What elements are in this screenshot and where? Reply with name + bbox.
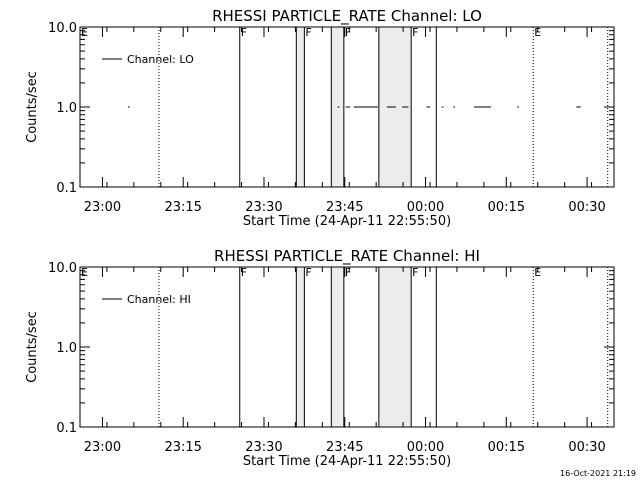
- y-tick-label: 0.1: [56, 421, 77, 436]
- y-tick-label: 10.0: [48, 21, 77, 36]
- y-tick-label: 1.0: [56, 341, 77, 356]
- event-marker-label: F: [241, 266, 247, 279]
- y-axis-label: Counts/sec: [25, 71, 40, 143]
- event-marker-label: E: [81, 26, 88, 39]
- shaded-interval: [378, 267, 412, 427]
- x-axis-label: Start Time (24-Apr-11 22:55:50): [243, 214, 451, 229]
- x-tick-label: 23:15: [164, 440, 201, 455]
- legend-label: Channel: LO: [127, 53, 194, 66]
- y-tick-label: 0.1: [56, 181, 77, 196]
- footer-timestamp: 16-Oct-2021 21:19: [560, 469, 636, 478]
- chart-title: RHESSI PARTICLE_RATE Channel: LO: [212, 7, 482, 26]
- x-tick-label: 23:45: [326, 440, 363, 455]
- legend-label: Channel: HI: [127, 293, 191, 306]
- y-axis-label: Counts/sec: [25, 311, 40, 383]
- event-marker-label: E: [534, 26, 541, 39]
- x-axis-label: Start Time (24-Apr-11 22:55:50): [243, 454, 451, 469]
- event-marker-label: F: [412, 266, 418, 279]
- x-tick-label: 23:30: [245, 440, 282, 455]
- x-tick-label: 00:00: [407, 200, 444, 215]
- event-marker-label: F: [305, 266, 311, 279]
- x-tick-label: 00:15: [488, 200, 525, 215]
- x-tick-label: 23:30: [245, 200, 282, 215]
- x-tick-label: 23:00: [84, 440, 121, 455]
- x-tick-label: 00:30: [568, 440, 605, 455]
- event-marker-label: E: [81, 266, 88, 279]
- event-marker-label: F: [345, 26, 351, 39]
- x-tick-label: 23:00: [84, 200, 121, 215]
- chart-title: RHESSI PARTICLE_RATE Channel: HI: [214, 247, 480, 266]
- shaded-interval: [296, 267, 305, 427]
- event-marker-label: F: [241, 26, 247, 39]
- event-marker-label: F: [412, 26, 418, 39]
- event-marker-label: E: [534, 266, 541, 279]
- shaded-interval: [296, 27, 305, 187]
- y-tick-label: 1.0: [56, 101, 77, 116]
- event-marker-label: F: [345, 266, 351, 279]
- event-marker-label: F: [305, 26, 311, 39]
- x-tick-label: 23:45: [326, 200, 363, 215]
- shaded-interval: [331, 267, 344, 427]
- x-tick-label: 00:30: [568, 200, 605, 215]
- x-tick-label: 00:15: [488, 440, 525, 455]
- x-tick-label: 00:00: [407, 440, 444, 455]
- y-tick-label: 10.0: [48, 261, 77, 276]
- plot-frame: [79, 266, 615, 428]
- x-tick-label: 23:15: [164, 200, 201, 215]
